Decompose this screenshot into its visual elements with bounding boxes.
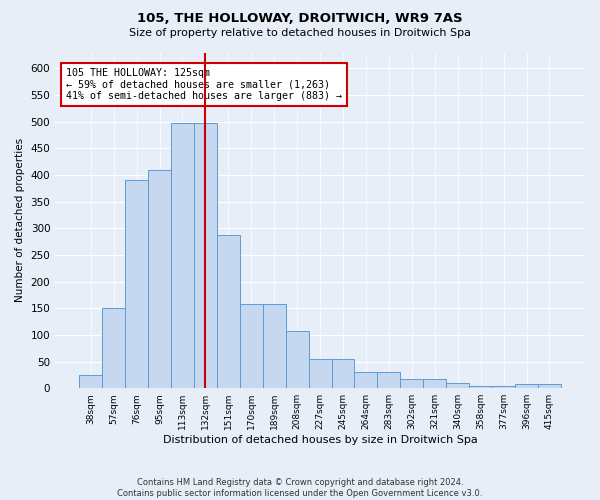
Bar <box>515 384 538 388</box>
Text: Contains HM Land Registry data © Crown copyright and database right 2024.
Contai: Contains HM Land Registry data © Crown c… <box>118 478 482 498</box>
Bar <box>263 304 286 388</box>
Bar <box>400 379 423 388</box>
Bar <box>469 386 492 388</box>
Bar <box>538 384 561 388</box>
Text: 105, THE HOLLOWAY, DROITWICH, WR9 7AS: 105, THE HOLLOWAY, DROITWICH, WR9 7AS <box>137 12 463 26</box>
Text: Size of property relative to detached houses in Droitwich Spa: Size of property relative to detached ho… <box>129 28 471 38</box>
Bar <box>332 359 355 388</box>
Bar <box>148 170 171 388</box>
Text: 105 THE HOLLOWAY: 125sqm
← 59% of detached houses are smaller (1,263)
41% of sem: 105 THE HOLLOWAY: 125sqm ← 59% of detach… <box>66 68 342 101</box>
Y-axis label: Number of detached properties: Number of detached properties <box>15 138 25 302</box>
Bar <box>79 375 102 388</box>
Bar <box>377 372 400 388</box>
Bar <box>423 379 446 388</box>
Bar <box>102 308 125 388</box>
Bar <box>240 304 263 388</box>
Bar <box>286 330 308 388</box>
Bar <box>217 236 240 388</box>
Bar <box>308 359 332 388</box>
Bar <box>171 123 194 388</box>
Bar <box>125 180 148 388</box>
Bar <box>355 372 377 388</box>
Bar <box>492 386 515 388</box>
Bar <box>446 383 469 388</box>
X-axis label: Distribution of detached houses by size in Droitwich Spa: Distribution of detached houses by size … <box>163 435 478 445</box>
Bar <box>194 123 217 388</box>
